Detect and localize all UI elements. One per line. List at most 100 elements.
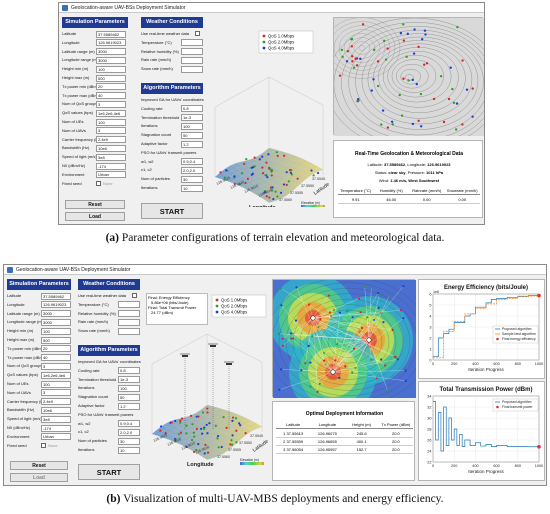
coverage-heatmap[interactable] xyxy=(264,274,432,416)
fixed-seed-checkbox[interactable] xyxy=(96,180,101,186)
field-input[interactable]: 100 xyxy=(41,327,71,335)
field-input[interactable]: 500 xyxy=(96,74,126,82)
algo-input[interactable]: 0.8 xyxy=(181,105,203,113)
x-tick-label: 1000 xyxy=(535,464,543,468)
weather-input[interactable] xyxy=(118,327,140,335)
weather-input[interactable] xyxy=(118,301,140,309)
weather-input[interactable] xyxy=(181,48,203,56)
field-input[interactable]: 40 xyxy=(41,354,71,362)
field-input[interactable]: 1e6,2e6,4e6 xyxy=(96,109,126,117)
field-input[interactable]: 3000 xyxy=(96,56,126,64)
algo-input[interactable]: 2.0,2.0 xyxy=(118,428,140,436)
field-input[interactable]: 3000 xyxy=(41,310,71,318)
algo-input[interactable]: 1.2 xyxy=(181,140,203,148)
field-input[interactable]: 10e6 xyxy=(41,406,71,414)
field-input[interactable]: -174 xyxy=(41,424,71,432)
fixed-seed-checkbox[interactable] xyxy=(41,442,46,448)
algo-input[interactable]: 30 xyxy=(181,175,203,183)
field-input[interactable]: 3000 xyxy=(96,48,126,56)
legend-entry: QoS 1.0Mbps xyxy=(268,34,294,39)
fixed-seed-value: None xyxy=(103,180,113,186)
algo-input[interactable]: 2.0,2.0 xyxy=(181,166,203,174)
field-input[interactable]: Urban xyxy=(96,171,126,179)
ue-link-line xyxy=(312,312,382,319)
field-input[interactable]: 500 xyxy=(41,336,71,344)
field-input[interactable]: 2.4e9 xyxy=(96,136,126,144)
field-input[interactable]: 40 xyxy=(96,92,126,100)
realtime-weather-checkbox[interactable] xyxy=(132,293,137,298)
weather-input[interactable] xyxy=(118,310,140,318)
weather-input[interactable] xyxy=(181,56,203,64)
weather-input[interactable] xyxy=(118,318,140,326)
field-input[interactable]: Urban xyxy=(41,433,71,441)
field-input[interactable]: 3 xyxy=(41,362,71,370)
field-input[interactable]: 100 xyxy=(96,65,126,73)
algo-input[interactable]: 30 xyxy=(118,437,140,445)
field-input[interactable]: 3 xyxy=(96,100,126,108)
ue-point xyxy=(164,432,167,435)
algo-label: Termination threshold xyxy=(141,114,180,120)
contour-line xyxy=(382,50,452,103)
realtime-weather-checkbox[interactable] xyxy=(195,31,200,36)
algo-input[interactable]: 0.9,0.4 xyxy=(118,420,140,428)
ue-point xyxy=(216,437,219,440)
field-input[interactable]: 126.9619023 xyxy=(96,39,126,47)
start-button-b[interactable]: START xyxy=(78,464,140,480)
field-input[interactable]: 20 xyxy=(41,345,71,353)
algo-label: Adaptive factor xyxy=(141,141,168,146)
ue-point xyxy=(217,446,220,449)
field-input[interactable]: 20 xyxy=(96,83,126,91)
field-input[interactable]: 3e8 xyxy=(41,415,71,423)
algo-input[interactable]: 10 xyxy=(118,446,140,454)
reset-button-b[interactable]: Reset xyxy=(10,461,68,470)
deployment-3d-plot[interactable]: Final: Energy Efficiency 5.86e+06 (bits/… xyxy=(144,279,270,479)
field-input[interactable]: 3000 xyxy=(41,318,71,326)
algo-input[interactable]: 100 xyxy=(181,122,203,130)
algo-input[interactable]: 50 xyxy=(118,393,140,401)
caption-b-text: Visualization of multi-UAV-MBS deploymen… xyxy=(123,493,444,505)
algo-input[interactable]: 1.2 xyxy=(118,402,140,410)
field-input[interactable]: 2.4e9 xyxy=(41,398,71,406)
contour-line xyxy=(353,41,371,55)
ue-point xyxy=(310,169,313,172)
lat-tick-label: 37.5560 xyxy=(279,198,292,202)
ue-point xyxy=(309,385,312,388)
algo-input[interactable]: 0.8 xyxy=(118,367,140,375)
terrain-3d-plot[interactable]: QoS 1.0Mbps QoS 2.0Mbps QoS 4.0Mbps 126.962… xyxy=(207,17,331,211)
field-input[interactable]: -174 xyxy=(96,162,126,170)
ue-point xyxy=(270,169,274,172)
load-button[interactable]: Load xyxy=(65,212,125,221)
algo-input[interactable]: 100 xyxy=(118,384,140,392)
contour-line xyxy=(361,36,479,125)
field-input[interactable]: 1e6,2e6,4e6 xyxy=(41,371,71,379)
field-input[interactable]: 10e6 xyxy=(96,144,126,152)
algo-input[interactable]: 10 xyxy=(181,184,203,192)
algo-input[interactable]: 0.9,0.4 xyxy=(181,158,203,166)
field-input[interactable]: 37.5589462 xyxy=(96,30,126,38)
field-input[interactable]: 100 xyxy=(96,118,126,126)
ue-point xyxy=(229,443,232,446)
ue-point xyxy=(384,58,388,61)
weather-input[interactable] xyxy=(181,65,203,73)
ue-point xyxy=(160,425,163,428)
energy-legend: Final: Energy Efficiency 5.86e+06 (bits/… xyxy=(146,293,208,325)
reset-button[interactable]: Reset xyxy=(65,200,125,209)
field-input[interactable]: 126.9619023 xyxy=(41,301,71,309)
field-input[interactable]: 100 xyxy=(41,380,71,388)
algo-input[interactable]: 1e-3 xyxy=(181,114,203,122)
x-tick-label: 600 xyxy=(493,464,499,468)
field-input[interactable]: 37.5589462 xyxy=(41,292,71,300)
contour-map[interactable] xyxy=(323,17,484,151)
field-input[interactable]: 3e8 xyxy=(96,153,126,161)
algo-input[interactable]: 1e-3 xyxy=(118,376,140,384)
load-button-b[interactable]: Load xyxy=(10,473,68,482)
lat-tick-label: 37.5555 xyxy=(228,448,241,452)
algo-input[interactable]: 50 xyxy=(181,131,203,139)
start-button[interactable]: START xyxy=(141,203,203,219)
weather-input[interactable] xyxy=(181,39,203,47)
field-input[interactable]: 3 xyxy=(41,389,71,397)
ue-point xyxy=(471,87,474,90)
field-input[interactable]: 3 xyxy=(96,127,126,135)
